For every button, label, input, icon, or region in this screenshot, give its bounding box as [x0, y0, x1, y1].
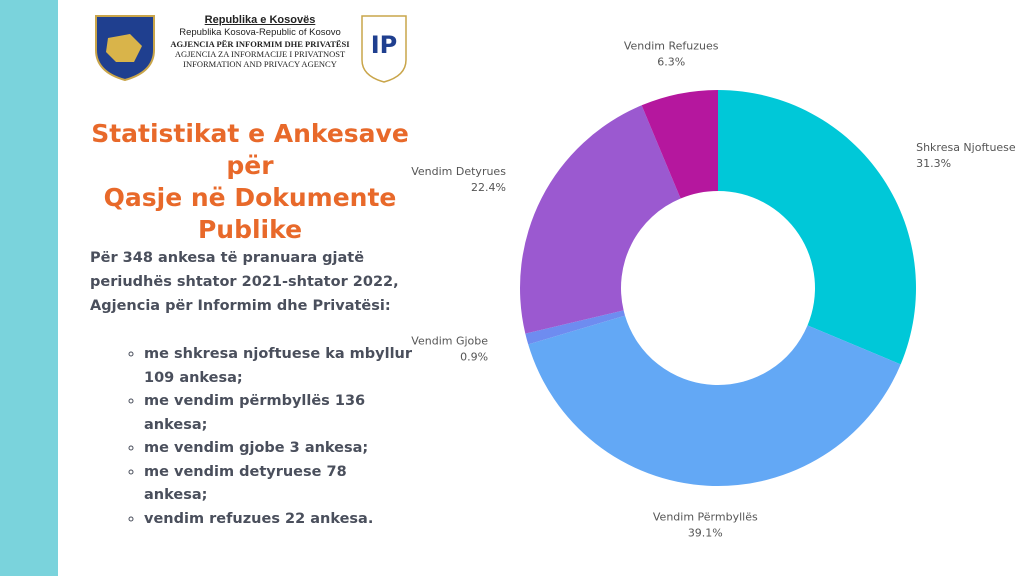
header-line: Republika Kosova-Republic of Kosovo [179, 27, 341, 38]
bullet-list: me shkresa njoftuese ka mbyllur 109 anke… [110, 343, 414, 531]
title-line: Statistikat e Ankesave për [91, 119, 409, 180]
kosovo-emblem [95, 15, 155, 82]
slice-label: Vendim Detyrues [411, 165, 506, 178]
donut-slice [528, 315, 901, 486]
slice-value-label: 0.9% [460, 350, 488, 363]
donut-slice [641, 90, 718, 199]
title: Statistikat e Ankesave për Qasje në Doku… [70, 118, 430, 246]
title-line: Publike [197, 215, 303, 244]
header-line: Republika e Kosovës [204, 14, 316, 26]
slice-value-label: 22.4% [471, 181, 506, 194]
side-strip [0, 0, 58, 576]
slice-value-label: 39.1% [688, 527, 723, 540]
intro-line: periudhës shtator 2021-shtator 2022, [90, 274, 399, 290]
bullet: me vendim gjobe 3 ankesa; [144, 437, 414, 461]
slice-value-label: 6.3% [657, 56, 685, 69]
slice-label: Shkresa Njoftuese [916, 141, 1016, 154]
header-line: AGJENCIA PËR INFORMIM DHE PRIVATËSI [170, 39, 350, 49]
ip-logo: IP [361, 15, 407, 83]
title-line: Qasje në Dokumente [103, 183, 397, 212]
slice-label: Vendim Gjobe [411, 334, 488, 347]
bullet: me vendim detyruese 78 ankesa; [144, 461, 414, 508]
header-line: INFORMATION AND PRIVACY AGENCY [183, 59, 337, 69]
header-line: AGJENCIA ZA INFORMACIJE I PRIVATNOST [174, 49, 346, 59]
logo-text: IP [371, 31, 398, 59]
slice-value-label: 31.3% [916, 157, 951, 170]
intro-line: Për 348 ankesa të pranuara gjatë [90, 250, 365, 266]
donut-slice [525, 310, 626, 345]
donut-slice [718, 90, 916, 365]
slice-label: Vendim Përmbyllës [653, 511, 758, 524]
bullet: vendim refuzues 22 ankesa. [144, 508, 414, 532]
intro-line: Agjencia për Informim dhe Privatësi: [90, 298, 391, 314]
donut-slice [520, 105, 681, 334]
intro: Për 348 ankesa të pranuara gjatë periudh… [90, 246, 399, 318]
bullet: me shkresa njoftuese ka mbyllur 109 anke… [144, 343, 414, 390]
slice-label: Vendim Refuzues [624, 40, 719, 53]
bullet: me vendim përmbyllës 136 ankesa; [144, 390, 414, 437]
header: Republika e Kosovës Republika Kosova-Rep… [160, 14, 360, 69]
